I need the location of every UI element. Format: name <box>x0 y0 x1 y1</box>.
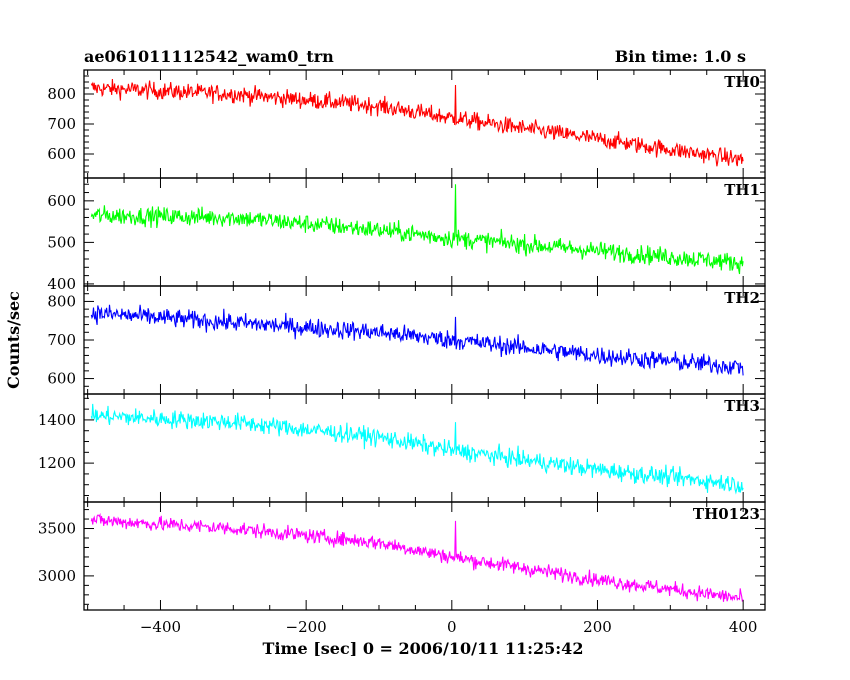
panel-frame <box>83 501 766 611</box>
y-tick-label: 1400 <box>38 411 76 429</box>
y-tick-label: 3000 <box>38 567 76 585</box>
panel-th1: TH1 400 500 600 <box>47 177 766 293</box>
panel-label: TH3 <box>724 397 760 415</box>
panel-th0123: TH0123 3000 3500 <box>38 501 766 611</box>
x-tick-label: −200 <box>286 618 327 636</box>
x-tick-label: −400 <box>140 618 181 636</box>
panels-group: TH0 600 700 800 TH1 400 500 600 TH2 600 700 800 TH3 1… <box>38 69 766 636</box>
y-tick-label: 600 <box>47 192 76 210</box>
series-line-th1 <box>90 184 744 275</box>
series-line-th3 <box>90 403 744 495</box>
y-tick-label: 800 <box>47 85 76 103</box>
y-tick-label: 800 <box>47 292 76 310</box>
panel-label: TH0 <box>724 73 760 91</box>
y-tick-label: 3500 <box>38 520 76 538</box>
x-tick-label: 400 <box>729 618 758 636</box>
y-tick-label: 600 <box>47 370 76 388</box>
series-line-th0123 <box>90 512 744 602</box>
y-tick-label: 500 <box>47 233 76 251</box>
y-tick-label: 1200 <box>38 454 76 472</box>
bin-time-label: Bin time: 1.0 s <box>615 47 746 66</box>
y-tick-label: 700 <box>47 331 76 349</box>
series-line-th2 <box>90 304 744 376</box>
panel-th2: TH2 600 700 800 <box>47 285 766 395</box>
panel-frame <box>83 69 766 179</box>
y-axis-label: Counts/sec <box>4 291 23 389</box>
y-tick-label: 600 <box>47 145 76 163</box>
panel-th3: TH3 1200 1400 <box>38 393 766 503</box>
panel-label: TH1 <box>724 181 760 199</box>
y-tick-label: 400 <box>47 275 76 293</box>
chart-title: ae061011112542_wam0_trn <box>84 47 334 66</box>
panel-label: TH2 <box>724 289 760 307</box>
y-tick-label: 700 <box>47 115 76 133</box>
x-tick-label: 0 <box>447 618 457 636</box>
x-axis-label: Time [sec] 0 = 2006/10/11 11:25:42 <box>263 639 584 658</box>
series-line-th0 <box>90 78 744 167</box>
panel-frame <box>83 393 766 503</box>
panel-th0: TH0 600 700 800 <box>47 69 766 179</box>
panel-frame <box>83 177 766 287</box>
x-tick-label: 200 <box>583 618 612 636</box>
panel-label: TH0123 <box>693 505 760 523</box>
